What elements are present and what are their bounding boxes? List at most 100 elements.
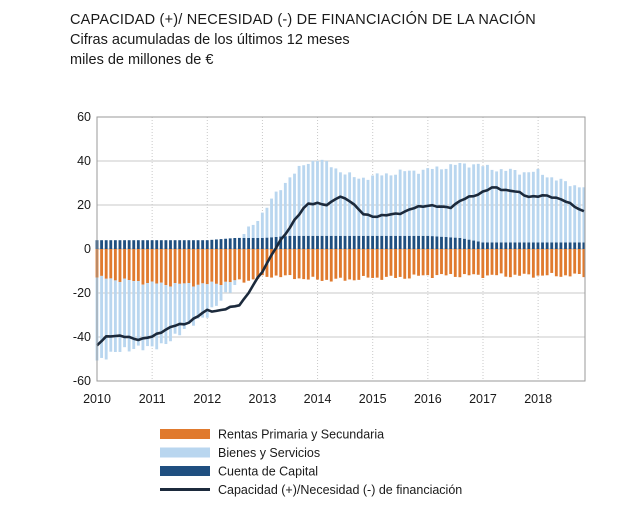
bar-rentas (384, 249, 388, 277)
bar-rentas (559, 249, 563, 277)
bar-capital (192, 240, 195, 249)
bar-bienes (403, 171, 407, 236)
bar-capital (366, 235, 370, 249)
x-tick-label: 2012 (193, 392, 221, 406)
bar-capital (481, 242, 485, 249)
bar-capital (403, 235, 407, 249)
bar-bienes (118, 281, 122, 352)
bar-rentas (306, 249, 310, 280)
bar-capital (348, 235, 352, 249)
bar-rentas (472, 249, 476, 275)
bar-capital (260, 238, 264, 249)
bar-capital (150, 240, 154, 249)
bar-capital (435, 236, 439, 249)
bar-bienes (164, 285, 168, 345)
bar-rentas (182, 249, 186, 284)
bar-rentas (343, 249, 347, 281)
bar-rentas (444, 249, 448, 276)
bar-bienes (182, 283, 186, 329)
bar-bienes (430, 168, 434, 237)
bar-capital (527, 242, 531, 249)
bar-rentas (329, 249, 333, 282)
bar-rentas (550, 249, 554, 273)
bar-capital (412, 235, 416, 249)
bar-capital (233, 238, 237, 249)
bar-bienes (490, 169, 494, 243)
bar-rentas (348, 249, 352, 280)
bar-bienes (132, 281, 136, 350)
bar-rentas (136, 249, 140, 282)
bar-rentas (237, 249, 241, 280)
bar-capital (486, 242, 489, 249)
bar-bienes (545, 177, 549, 243)
bar-rentas (288, 249, 292, 276)
bar-rentas (334, 249, 338, 279)
x-tick-label: 2018 (524, 392, 552, 406)
bar-capital (155, 240, 159, 249)
x-tick-label: 2015 (359, 392, 387, 406)
bar-bienes (247, 226, 251, 238)
bar-bienes (136, 281, 140, 346)
bar-rentas (513, 249, 517, 275)
bar-rentas (205, 249, 209, 285)
bar-capital (375, 235, 379, 249)
bar-bienes (233, 280, 237, 286)
bar-bienes (311, 160, 315, 236)
bar-rentas (159, 249, 163, 283)
bar-bienes (472, 164, 476, 241)
bar-bienes (444, 168, 448, 238)
bar-capital (508, 242, 512, 249)
bar-bienes (559, 178, 563, 243)
bar-rentas (371, 249, 375, 278)
bar-rentas (233, 249, 237, 281)
bar-rentas (339, 249, 342, 278)
x-tick-label: 2016 (414, 392, 442, 406)
bar-rentas (302, 249, 306, 280)
bar-capital (380, 235, 384, 249)
bar-bienes (504, 170, 508, 243)
bar-rentas (573, 249, 577, 274)
bar-rentas (325, 249, 329, 280)
bar-rentas (366, 249, 370, 278)
bar-capital (504, 242, 508, 249)
bar-capital (352, 235, 356, 249)
bar-capital (274, 236, 278, 249)
chart-title: CAPACIDAD (+)/ NECESIDAD (-) DE FINANCIA… (70, 12, 536, 28)
bar-rentas (201, 249, 205, 284)
bar-rentas (293, 249, 296, 280)
legend-swatch-capital (160, 466, 210, 476)
bar-capital (283, 236, 287, 249)
bar-capital (564, 242, 567, 249)
bar-rentas (545, 249, 549, 276)
bar-rentas (403, 249, 407, 279)
bar-rentas (155, 249, 159, 284)
bar-capital (398, 235, 402, 249)
bar-capital (109, 240, 113, 249)
bar-capital (320, 235, 324, 249)
bar-capital (201, 240, 205, 249)
bar-bienes (100, 275, 104, 358)
bar-bienes (463, 163, 466, 239)
bar-capital (164, 240, 168, 249)
bar-rentas (380, 249, 384, 280)
bar-bienes (155, 283, 159, 350)
bar-rentas (173, 249, 177, 284)
x-tick-label: 2017 (469, 392, 497, 406)
bar-capital (449, 237, 453, 249)
bar-capital (463, 238, 466, 249)
bar-capital (394, 235, 397, 249)
bar-capital (251, 238, 255, 249)
bar-capital (118, 240, 122, 249)
bar-rentas (389, 249, 393, 276)
bar-capital (334, 235, 338, 249)
bar-rentas (187, 249, 191, 284)
bar-rentas (421, 249, 425, 276)
y-tick-label: -60 (73, 374, 91, 388)
x-tick-label: 2011 (139, 392, 166, 406)
bar-bienes (127, 280, 131, 352)
bar-capital (224, 238, 228, 249)
bar-capital (531, 242, 535, 249)
y-tick-label: 20 (77, 198, 91, 212)
bar-bienes (113, 280, 117, 352)
bar-capital (256, 238, 260, 249)
